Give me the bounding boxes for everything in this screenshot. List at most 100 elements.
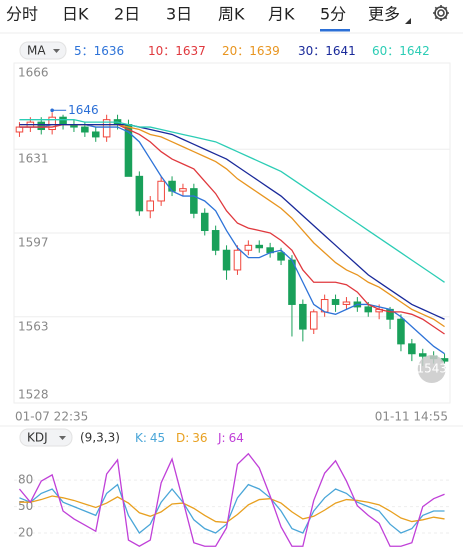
candle-body [15,126,24,133]
candle-body [222,249,231,271]
tab-label: 5分 [320,5,346,24]
ma-legend-name: 60： [372,44,399,58]
settings-icon[interactable] [433,5,449,21]
indicator-button[interactable]: MA [19,41,67,60]
candle-body [309,311,318,330]
min-label: 1543 [416,362,447,376]
gear-hub [437,9,445,17]
candle-body [364,306,373,313]
kdj-legend-value: 36 [192,431,207,445]
tab-label: 周K [218,5,245,24]
max-label: 1646 [68,103,99,117]
y-tick-label: 1563 [18,319,49,333]
dropdown-arrow [53,49,60,53]
y-tick-label: 80 [18,473,33,487]
tab-label: 3日 [166,5,192,24]
candle-body [397,318,405,345]
tab[interactable]: 分时 [6,5,38,24]
tab-label: 更多 [368,5,400,24]
tab[interactable]: 3日 [166,5,192,24]
ma-legend: 60：1642 [372,44,430,58]
ma-legend: 5：1636 [74,44,124,58]
kdj-line [18,452,445,547]
y-tick-label: 1528 [18,388,49,402]
candle-body [179,188,187,192]
ma-legend-name: 20： [222,44,249,58]
candle-body [255,244,264,249]
button-box [19,428,73,447]
candle-body [233,249,242,271]
button-label: KDJ [27,431,48,445]
min-bubble [417,355,446,384]
tab[interactable]: 2日 [114,5,140,24]
tab[interactable]: 月K [268,5,295,24]
ma-legend-value: 1642 [399,44,430,58]
tab-label: 分时 [6,5,38,24]
candle-body [59,116,67,126]
candle-body [190,188,198,214]
ma-legend-value: 1636 [94,44,125,58]
ma-line [19,123,445,335]
x-tick-label: 01-11 14:55 [375,410,448,424]
y-tick-label: 1597 [18,236,49,250]
candle-body [135,175,144,212]
button-label: MA [27,44,46,58]
candle-body [408,343,416,355]
candle-body [418,353,427,357]
candle-body [146,200,155,212]
y-tick-label: 20 [18,526,33,540]
dropdown-arrow [405,18,411,24]
candle-body [277,252,285,261]
candle-body [200,212,209,232]
kdj-legend-value: 45 [150,431,165,445]
kdj-legend-name: J: [217,431,226,445]
tab-label: 2日 [114,5,140,24]
candle-body [37,121,46,131]
y-tick-label: 1631 [18,152,49,166]
kdj-legend-value: 64 [229,431,244,445]
indicator-button[interactable]: KDJ [19,428,73,447]
tab[interactable]: 周K [218,5,245,24]
kdj-legend: J: 64 [217,431,244,445]
kdj-legend: K: 45 [135,431,165,445]
ma-line [19,123,445,320]
ma-legend: 30：1641 [298,44,356,58]
tab[interactable]: 日K [62,5,89,24]
candle-body [102,119,111,138]
ma-legend-name: 30： [298,44,325,58]
dropdown-arrow [59,436,66,440]
candle-body [91,131,100,138]
kdj-legend-name: K: [135,431,147,445]
tab-label: 月K [268,5,295,24]
kdj-params: (9,3,3) [80,431,120,445]
kdj-legend: D: 36 [176,431,208,445]
candle-body [157,180,165,202]
tab[interactable]: 5分 [320,5,350,32]
x-tick-label: 01-07 22:35 [15,410,88,424]
kdj-line [19,495,445,524]
gear-ring [434,6,448,20]
ma-line [19,119,445,283]
candle-body [211,230,220,251]
tab[interactable]: 更多 [368,5,411,25]
candle-body [288,259,296,305]
ma-legend-value: 1641 [325,44,356,58]
tab-label: 日K [62,5,89,24]
candle-body [244,244,253,251]
ma-legend-value: 1637 [175,44,206,58]
ma-legend-value: 1639 [249,44,280,58]
ma-line [19,123,445,328]
ma-legend-name: 5： [74,44,94,58]
ma-legend: 10：1637 [148,44,206,58]
candle-body [299,303,307,330]
kdj-legend-name: D: [176,431,189,445]
ma-legend: 20：1639 [222,44,280,58]
candle-body [168,180,176,192]
candle-body [342,301,351,305]
ma-line [19,123,445,355]
kdj-line [19,483,445,534]
ma-legend-name: 10： [148,44,175,58]
candle-body [81,126,89,133]
